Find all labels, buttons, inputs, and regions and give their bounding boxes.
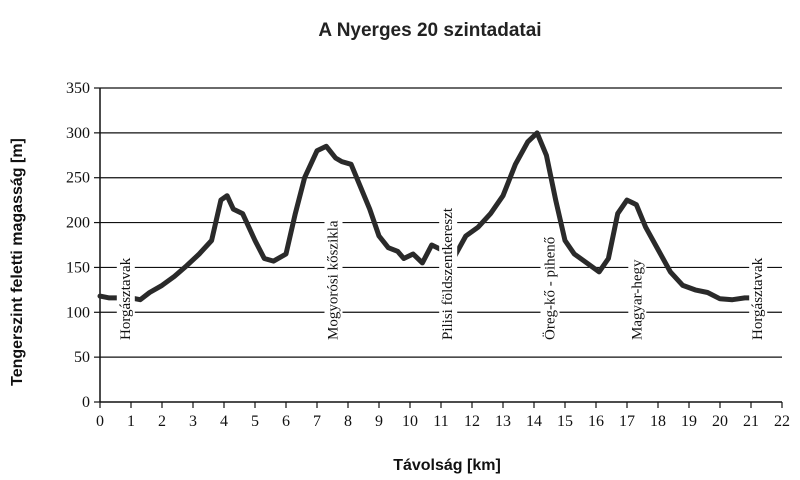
x-tick-label: 15 [557,413,573,430]
x-tick-label: 3 [189,413,197,430]
x-tick-label: 10 [402,413,418,430]
annotation-label: Magyar-hegy [628,256,647,342]
annotation-label: Horgásztavak [116,255,135,342]
y-tick-label: 300 [66,125,90,142]
y-tick-label: 50 [74,349,90,366]
x-tick-label: 12 [464,413,480,430]
x-tick-label: 8 [344,413,352,430]
x-tick-label: 16 [588,413,604,430]
x-tick-label: 17 [619,413,635,430]
x-tick-label: 1 [127,413,135,430]
x-tick-label: 19 [681,413,697,430]
annotation-layer: Horgásztavak Mogyorósi kőszikla Pilisi föl… [116,205,768,342]
x-tick-label: 0 [96,413,104,430]
elevation-series-line [97,130,760,303]
x-tick-label: 2 [158,413,166,430]
y-axis-title: Tengerszint feletti magasság [m] [9,138,26,386]
x-tick-label: 9 [375,413,383,430]
annotation-label: Öreg-kő - pihenő [540,234,560,342]
x-tick-label: 21 [743,413,759,430]
y-tick-label: 0 [82,394,90,411]
x-tick-label: 14 [526,413,542,430]
svg-text:Öreg-kő - pihenő: Öreg-kő - pihenő [542,237,559,340]
x-tick-label: 18 [650,413,666,430]
x-tick-label: 13 [495,413,511,430]
series-layer [97,130,760,303]
y-tick-label: 250 [66,170,90,187]
annotation-label: Pilisi földszentkereszt [439,205,458,342]
annotation-label: Mogyorósi kőszikla [324,218,343,342]
svg-text:Mogyorósi kőszikla: Mogyorósi kőszikla [326,220,342,340]
svg-text:Magyar-hegy: Magyar-hegy [629,259,645,340]
svg-text:Horgásztavak: Horgásztavak [750,257,766,340]
x-tick-label: 20 [712,413,728,430]
x-tick-label: 4 [220,413,228,430]
annotation-label: Horgásztavak [749,255,768,342]
chart-title: A Nyerges 20 szintadatai [318,20,541,41]
y-tick-label: 350 [66,80,90,97]
x-tick-label: 22 [774,413,790,430]
svg-text:Horgásztavak: Horgásztavak [118,257,134,340]
y-tick-label: 100 [66,304,90,321]
x-tick-label: 6 [282,413,290,430]
y-tick-label: 200 [66,215,90,232]
x-tick-label: 11 [433,413,448,430]
x-tick-label: 5 [251,413,259,430]
y-tick-label: 150 [66,259,90,276]
svg-text:Pilisi földszentkereszt: Pilisi földszentkereszt [440,207,456,340]
x-tick-label: 7 [313,413,321,430]
x-axis-title: Távolság [km] [393,457,501,474]
